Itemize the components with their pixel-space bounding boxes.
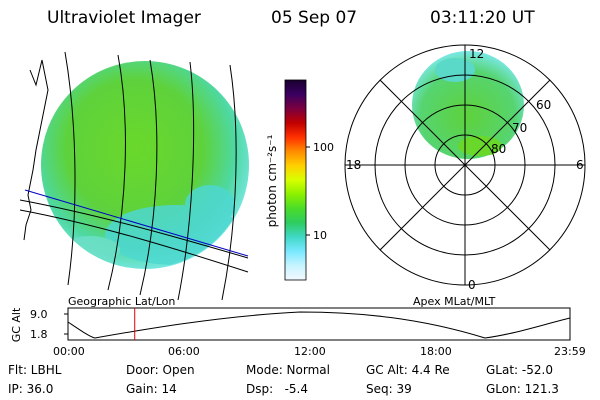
alt-ytick-9: 9.0 (30, 308, 48, 321)
left-panel-title: Geographic Lat/Lon (68, 295, 175, 308)
polar-grid (345, 45, 585, 285)
mlt-label-18: 18 (346, 158, 361, 172)
alt-xtick-2359: 23:59 (554, 345, 586, 358)
altitude-plot: 9.0 1.8 GC Alt (10, 307, 570, 342)
info-dsp: Dsp: -5.4 (246, 382, 308, 396)
info-glat: GLat: -52.0 (486, 363, 553, 377)
mlt-label-12: 12 (469, 47, 484, 61)
colorbar (285, 80, 306, 280)
alt-xtick-0000: 00:00 (53, 345, 85, 358)
info-mode: Mode: Normal (246, 363, 330, 377)
info-door: Door: Open (126, 363, 195, 377)
info-glon: GLon: 121.3 (486, 382, 559, 396)
info-ip: IP: 36.0 (8, 382, 53, 396)
mlat-label-70: 70 (512, 121, 527, 135)
right-panel-title: Apex MLat/MLT (413, 295, 496, 308)
info-gain: Gain: 14 (126, 382, 177, 396)
colorbar-tick-10: 10 (313, 229, 327, 242)
colorbar-unit-label: photon cm⁻²s⁻¹ (265, 134, 279, 227)
alt-xtick-0600: 06:00 (168, 345, 200, 358)
alt-ylabel: GC Alt (10, 307, 23, 342)
geographic-disk-image (41, 61, 249, 269)
info-seq: Seq: 39 (366, 382, 412, 396)
mlat-label-60: 60 (536, 98, 551, 112)
alt-xtick-1800: 18:00 (420, 345, 452, 358)
colorbar-tick-100: 100 (313, 141, 334, 154)
info-flt: Flt: LBHL (8, 363, 61, 377)
mlt-label-6: 6 (576, 158, 584, 172)
alt-ytick-1.8: 1.8 (30, 328, 48, 341)
mlat-label-80: 80 (491, 142, 506, 156)
altitude-curve (68, 312, 570, 338)
mlt-label-0: 0 (468, 278, 476, 292)
alt-xtick-1200: 12:00 (294, 345, 326, 358)
info-gc-alt: GC Alt: 4.4 Re (366, 363, 450, 377)
